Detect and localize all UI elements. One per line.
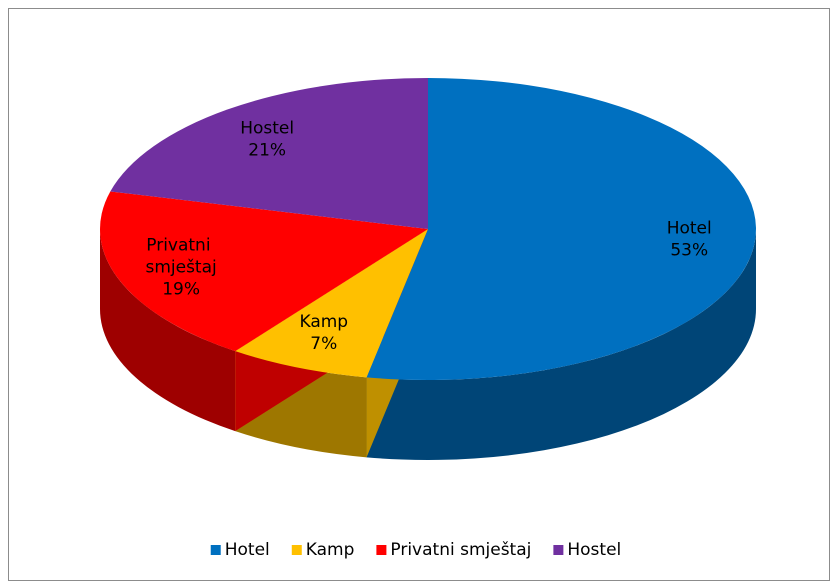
legend-swatch [210,545,221,555]
value-label: 21% [248,141,286,161]
legend-swatch [553,545,564,555]
pie-slice [99,191,428,352]
category-label-line: Privatni [146,235,216,255]
pie-slice [235,229,428,378]
value-label: 19% [162,279,200,299]
pie-slice [366,78,756,380]
legend-label: Kamp [306,540,355,560]
legend-swatch [376,545,387,555]
category-label: Privatni smještaj [145,235,216,277]
pie-side [100,229,236,432]
value-label: 53% [670,241,708,261]
legend-label: Hotel [225,540,270,560]
category-label-line: smještaj [145,257,216,277]
value-label: 7% [310,334,337,354]
legend-label: Privatni smještaj [390,540,531,560]
category-label: Hostel [240,119,294,139]
category-label: Hotel [667,219,712,239]
pie-slice [110,78,429,229]
legend-label: Hostel [567,540,621,560]
category-label: Kamp [299,312,348,332]
legend-swatch [291,545,302,555]
pie-side [366,229,756,460]
